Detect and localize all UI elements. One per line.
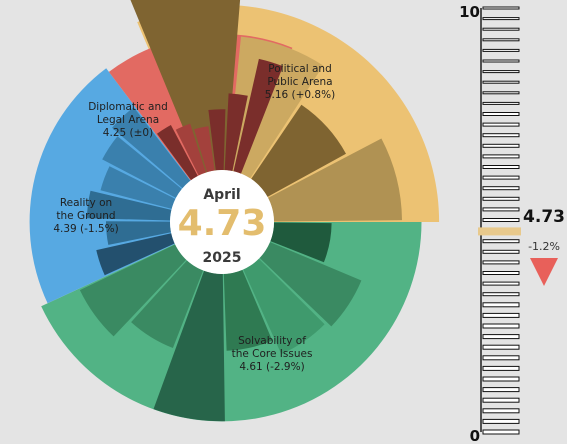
scale-tick xyxy=(482,154,520,159)
indicator-bar xyxy=(157,125,198,181)
indicator-bar xyxy=(194,126,215,173)
scale-tick xyxy=(482,175,520,180)
segment-label-line: Public Arena xyxy=(267,76,332,88)
indicator-bar xyxy=(96,233,175,276)
scale-tick xyxy=(482,260,520,265)
scale-value-marker xyxy=(478,227,521,236)
scale-tick xyxy=(482,218,520,222)
scale-tick xyxy=(482,376,520,382)
scale-tick xyxy=(482,165,520,169)
scale-tick xyxy=(482,122,520,127)
scale-tick xyxy=(482,355,520,361)
segment-label-line: 4.61 (-2.9%) xyxy=(239,361,304,373)
scale-tick xyxy=(482,292,520,297)
scale-tick xyxy=(482,334,520,340)
indicator-bar xyxy=(208,109,226,171)
scale-tick xyxy=(482,271,520,275)
segment-label: Reality on the Ground 4.39 (-1.5%) xyxy=(53,197,118,235)
segment-label: Solvability of the Core Issues 4.61 (-2.9%… xyxy=(232,335,313,373)
scale-tick xyxy=(482,344,520,350)
scale-tick xyxy=(482,17,520,21)
scale-tick xyxy=(482,196,520,201)
indicator-bar xyxy=(224,93,248,172)
segment-label-line: 4.25 (±0) xyxy=(103,127,153,139)
segment-label-line: Reality on xyxy=(60,197,112,209)
vertical-scale xyxy=(480,6,520,435)
scale-tick xyxy=(482,365,520,371)
scale-tick xyxy=(482,112,520,116)
scale-min-label: 0 xyxy=(470,427,480,444)
segment-label-line: 5.16 (+0.8%) xyxy=(265,89,335,101)
indicator-bar xyxy=(112,107,191,189)
center-month: April xyxy=(203,187,240,203)
scale-tick xyxy=(482,387,520,393)
indicator-bar xyxy=(270,222,332,263)
scale-tick xyxy=(482,27,520,31)
scale-tick xyxy=(482,143,520,148)
scale-tick xyxy=(482,186,520,191)
segment-label-line: Legal Arena xyxy=(97,114,159,126)
segment-label-line: Diplomatic and xyxy=(88,101,168,113)
segment-label-line: Political and xyxy=(268,63,331,75)
indicator-bar xyxy=(86,190,172,221)
scale-tick xyxy=(482,38,520,42)
segment-label: Political and Public Arena 5.16 (+0.8%) xyxy=(265,63,335,101)
indicator-bar xyxy=(259,242,362,327)
scale-tick xyxy=(482,323,520,329)
indicator-bar xyxy=(223,269,273,351)
segment-label-line: Solvability of xyxy=(238,335,306,347)
scale-tick xyxy=(482,312,520,318)
scale-tick xyxy=(482,133,520,138)
scale-tick xyxy=(482,239,520,244)
center-year: 2025 xyxy=(203,250,242,266)
segment-labels: Political and Public Arena 5.16 (+0.8%) Sol… xyxy=(53,63,335,373)
indicator-bar xyxy=(131,260,204,348)
scale-value: 4.73 xyxy=(523,207,565,227)
scale-tick xyxy=(482,249,520,254)
indicator-bar xyxy=(243,258,325,355)
indicator-bars xyxy=(79,0,402,422)
scale-tick xyxy=(482,429,520,435)
indicator-bar xyxy=(79,244,187,337)
segment-label-line: the Ground xyxy=(56,210,115,222)
indicator-bar xyxy=(105,221,171,245)
segment-label: Diplomatic and Legal Arena 4.25 (±0) xyxy=(88,101,168,139)
scale-tick xyxy=(482,302,520,308)
indicator-bar xyxy=(153,270,225,422)
indicator-bar xyxy=(251,104,346,197)
scale-tick xyxy=(482,397,520,403)
trend-down-icon xyxy=(530,258,558,286)
indicator-bar xyxy=(268,138,402,222)
scale-tick xyxy=(482,80,520,84)
indicator-bar xyxy=(102,136,182,198)
center-disc xyxy=(170,170,274,274)
scale-tick xyxy=(482,101,520,105)
scale-tick xyxy=(482,418,520,424)
segment-label-line: 4.39 (-1.5%) xyxy=(53,223,118,235)
scale-tick xyxy=(482,6,520,10)
scale-tick xyxy=(482,281,520,286)
indicator-bar xyxy=(100,166,176,209)
scale-tick xyxy=(482,70,520,74)
scale-tick xyxy=(482,207,520,212)
scale-tick xyxy=(482,91,520,95)
segment-label-line: the Core Issues xyxy=(232,348,313,360)
scale-tick xyxy=(482,59,520,63)
indicator-bar xyxy=(233,58,283,174)
center-value: 4.73 xyxy=(178,203,267,244)
scale-tick xyxy=(482,48,520,52)
scale-change: -1.2% xyxy=(528,240,560,253)
scale-max-label: 10 xyxy=(459,3,480,21)
indicator-bar xyxy=(175,123,206,176)
scale-tick xyxy=(482,408,520,414)
